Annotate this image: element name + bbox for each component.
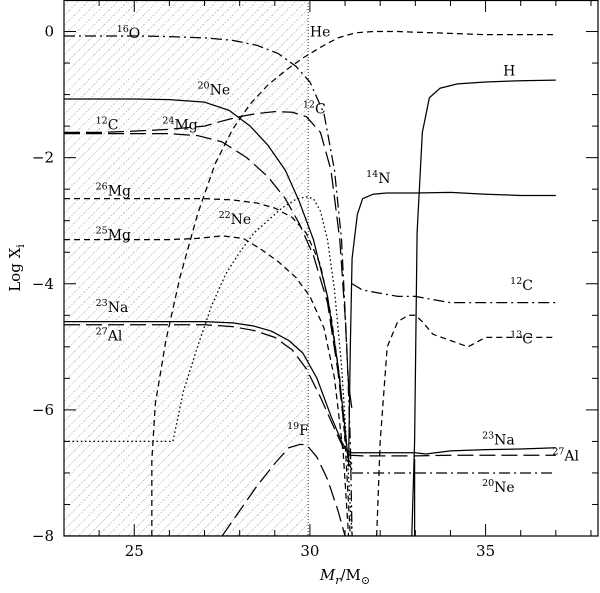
species-label-19f: 19F <box>287 421 309 439</box>
species-label-he: He <box>310 25 331 41</box>
series-line-h <box>64 79 556 536</box>
plot-frame <box>63 0 599 537</box>
x-tick-label: 25 <box>125 542 144 560</box>
series-line-al <box>64 324 556 457</box>
y-tick-label: 0 <box>44 23 54 41</box>
species-label-27al: 27Al <box>96 327 123 345</box>
species-label-25mg: 25Mg <box>96 226 131 244</box>
species-label-24mg: 24Mg <box>162 115 197 133</box>
species-label-20ne: 20Ne <box>482 478 515 496</box>
series-line-ne <box>64 196 353 536</box>
species-label-23na: 23Na <box>482 431 515 449</box>
ticks-layer: 25 30 35 0 −2 −4 −6 −8 <box>32 0 598 560</box>
y-axis-label: Log Xi <box>6 244 27 292</box>
species-label-12c: 12C <box>303 100 326 118</box>
x-tick-label: 30 <box>300 542 319 560</box>
x-axis-label: Mr/M⊙ <box>319 566 370 587</box>
species-label-12c: 12C <box>96 115 119 133</box>
series-line-c <box>376 314 556 536</box>
x-tick-label: 35 <box>476 542 495 560</box>
y-tick-label: −8 <box>32 527 54 545</box>
species-label-26mg: 26Mg <box>96 181 131 199</box>
species-label-14n: 14N <box>366 169 390 187</box>
series-line-c-envelope <box>351 283 556 304</box>
series-line-mg <box>64 198 351 536</box>
series-line-o <box>64 35 353 536</box>
axes-frame-layer <box>63 0 599 537</box>
species-label-13c: 13C <box>510 330 533 348</box>
species-label-h: H <box>503 64 515 80</box>
species-label-23na: 23Na <box>96 298 129 316</box>
series-line-na <box>64 320 556 455</box>
shaded-region <box>64 0 309 536</box>
shaded-region-layer <box>64 0 309 536</box>
axis-titles-layer: Mr/M⊙ Log Xi <box>6 244 370 587</box>
y-tick-label: −2 <box>32 149 54 167</box>
species-label-27al: 27Al <box>552 446 579 464</box>
species-label-22ne: 22Ne <box>219 210 252 228</box>
series-line-c <box>64 110 353 410</box>
species-label-20ne: 20Ne <box>198 81 231 99</box>
species-label-16o: 16O <box>117 24 141 42</box>
y-tick-label: −4 <box>32 275 54 293</box>
species-label-12c: 12C <box>510 276 533 294</box>
series-line-f <box>221 443 346 536</box>
series-line-n <box>347 191 556 467</box>
series-line-mg <box>64 235 350 536</box>
series-layer <box>64 30 556 536</box>
annotation-layer: 16O He H 20Ne 12C 12C 24Mg 14N 26Mg 25Mg 22Ne 12C 13… <box>96 24 580 496</box>
y-tick-label: −6 <box>32 401 54 419</box>
series-line-mg <box>64 133 353 464</box>
